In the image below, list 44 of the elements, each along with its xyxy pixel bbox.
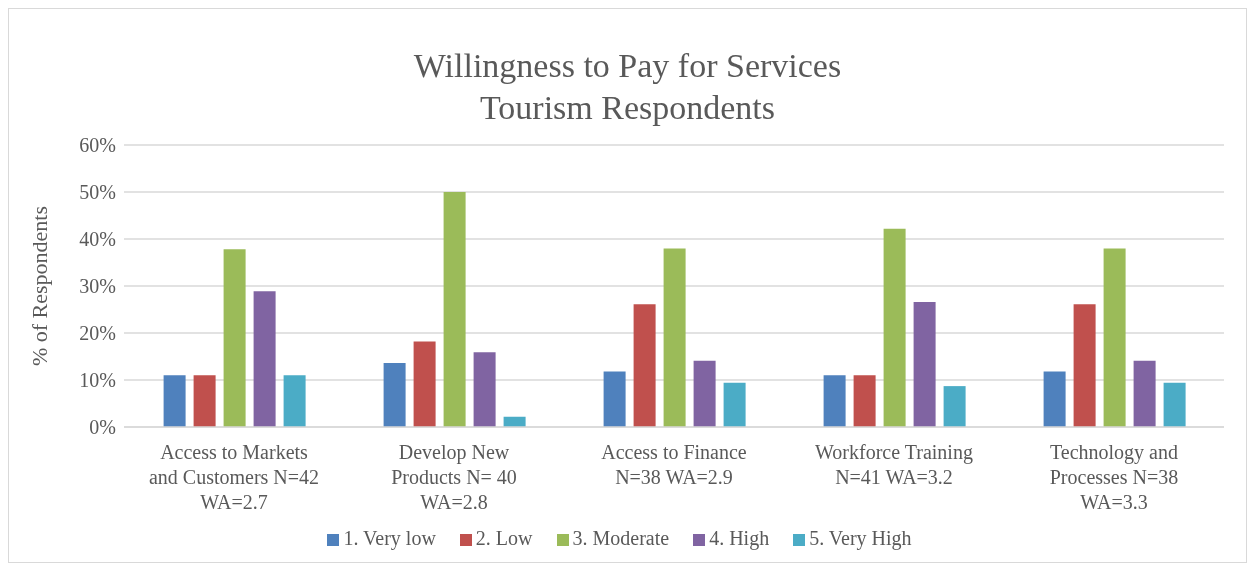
bar <box>723 382 746 427</box>
bar <box>383 363 406 427</box>
y-tick-label: 30% <box>79 275 116 298</box>
legend-label: 4. High <box>709 527 770 549</box>
chart-title: Willingness to Pay for Services <box>412 46 843 86</box>
bar <box>443 192 466 427</box>
bar <box>633 304 656 427</box>
bar <box>823 375 846 427</box>
legend-label: 5. Very High <box>809 527 912 549</box>
y-axis-title: % of Respondents <box>26 205 52 367</box>
bar <box>193 375 216 427</box>
x-tick-label: Workforce Training N=41 WA=3.2 <box>815 441 973 488</box>
bar <box>1163 382 1186 427</box>
bar <box>253 291 276 427</box>
legend-label: 3. Moderate <box>572 527 670 549</box>
bar <box>413 341 436 427</box>
legend-label: 2. Low <box>475 527 533 549</box>
chart-subtitle: Tourism Respondents <box>478 88 777 128</box>
bar <box>693 360 716 427</box>
bar <box>853 375 876 427</box>
bar <box>913 301 936 427</box>
legend-label: 1. Very low <box>343 527 436 549</box>
y-tick-label: 40% <box>79 228 116 251</box>
y-tick-label: 20% <box>79 322 116 345</box>
y-tick-label: 60% <box>79 134 116 157</box>
bar <box>1043 371 1066 427</box>
bar <box>663 248 686 427</box>
bar <box>1133 360 1156 427</box>
bar <box>1073 304 1096 427</box>
bar <box>163 375 186 427</box>
bar <box>473 352 496 427</box>
bar <box>943 386 966 427</box>
bar <box>1103 248 1126 427</box>
y-tick-label: 50% <box>79 181 116 204</box>
x-tick-label: Access to Finance N=38 WA=2.9 <box>601 441 747 488</box>
bar <box>883 228 906 427</box>
x-tick-label: Develop New Products N= 40 WA=2.8 <box>391 441 517 513</box>
y-tick-label: 0% <box>89 416 116 439</box>
x-tick-label: Technology and Processes N=38 WA=3.3 <box>1049 441 1179 513</box>
bar <box>283 375 306 427</box>
bar <box>603 371 626 427</box>
bar <box>223 249 246 427</box>
y-tick-label: 10% <box>79 369 116 392</box>
x-tick-label: Access to Markets and Customers N=42 WA=2.7 <box>148 441 320 513</box>
